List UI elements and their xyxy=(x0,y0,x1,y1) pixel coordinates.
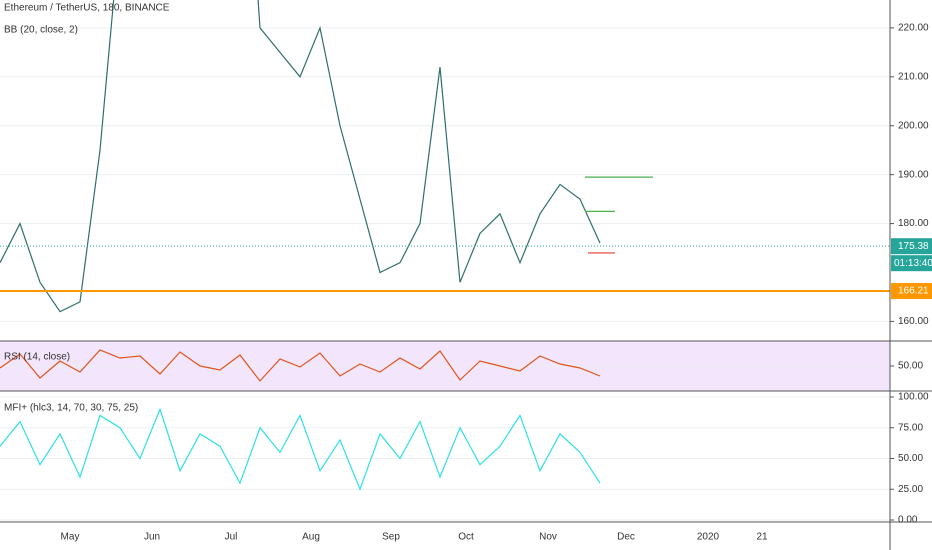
y-tick-label: 180.00 xyxy=(898,218,929,229)
y-tick-label: 100.00 xyxy=(898,392,929,403)
x-tick-label: 21 xyxy=(756,532,768,543)
y-tick-label: 50.00 xyxy=(898,453,923,464)
countdown-tag xyxy=(891,255,932,272)
y-tick-label: 50.00 xyxy=(898,361,923,372)
x-tick-label: 2020 xyxy=(697,532,720,543)
x-tick-label: Aug xyxy=(302,532,320,543)
x-tick-label: May xyxy=(61,532,80,543)
series-line xyxy=(0,0,601,313)
countdown-label: 01:13:40 xyxy=(894,258,932,269)
series-line xyxy=(0,407,601,491)
y-tick-label: 25.00 xyxy=(898,484,923,495)
indicator-label: BB (20, close, 2) xyxy=(4,25,78,36)
x-tick-label: Jun xyxy=(144,532,160,543)
series-line xyxy=(0,349,601,382)
symbol-title: Ethereum / TetherUS, 180, BINANCE xyxy=(4,3,170,14)
y-tick-label: 200.00 xyxy=(898,120,929,131)
price-tag xyxy=(891,238,932,255)
indicator-label: RSI (14, close) xyxy=(4,352,70,363)
y-tick-label: 75.00 xyxy=(898,422,923,433)
y-tick-label: 220.00 xyxy=(898,23,929,34)
x-tick-label: Dec xyxy=(617,532,635,543)
y-tick-label: 0.00 xyxy=(898,515,918,526)
indicator-label: MFI+ (hlc3, 14, 70, 30, 75, 25) xyxy=(4,403,138,414)
x-tick-label: Sep xyxy=(382,532,400,543)
x-tick-label: Oct xyxy=(458,532,474,543)
price-tag xyxy=(891,283,932,300)
y-tick-label: 160.00 xyxy=(898,316,929,327)
y-tick-label: 210.00 xyxy=(898,71,929,82)
x-tick-label: Nov xyxy=(539,532,557,543)
price-tag-label: 166.21 xyxy=(898,286,929,297)
price-tag-label: 175.38 xyxy=(898,241,929,252)
y-tick-label: 190.00 xyxy=(898,169,929,180)
x-tick-label: Jul xyxy=(225,532,238,543)
